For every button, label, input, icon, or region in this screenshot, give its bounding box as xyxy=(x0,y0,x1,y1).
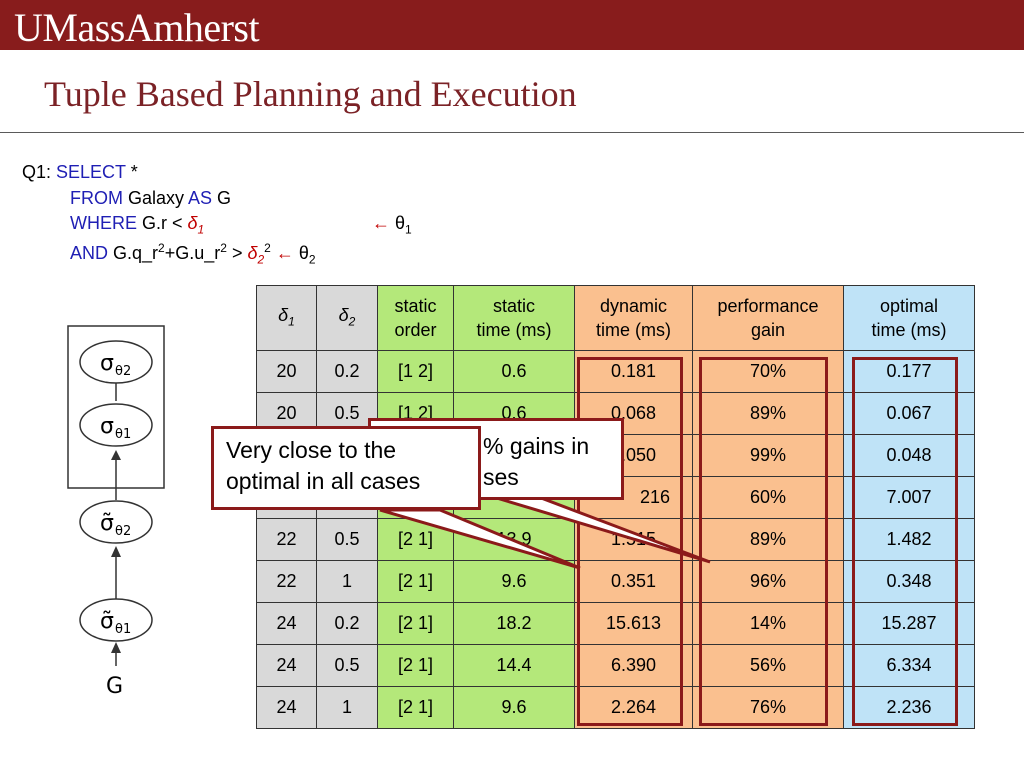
cell-performance-gain: 96% xyxy=(692,560,844,603)
cell-dynamic-time: 0.351 xyxy=(574,560,693,603)
cell-dynamic-time: 2.264 xyxy=(574,686,693,729)
dynamic-time-highlight xyxy=(577,357,683,726)
cell-performance-gain: 89% xyxy=(692,392,844,435)
header-optimal-time: optimal time (ms) xyxy=(843,285,975,351)
cell-delta2: 1 xyxy=(316,686,378,729)
header-performance-gain: performance gain xyxy=(692,285,844,351)
optimal-callout-pointer xyxy=(379,508,581,570)
delta2-variable: δ2 xyxy=(247,243,265,267)
header-delta2: δ2 xyxy=(316,285,378,351)
where-keyword: WHERE xyxy=(70,213,137,233)
header-static-time: static time (ms) xyxy=(453,285,575,351)
cell-performance-gain: 89% xyxy=(692,518,844,561)
cell-delta2: 1 xyxy=(316,560,378,603)
cell-performance-gain: 56% xyxy=(692,644,844,687)
select-columns: * xyxy=(125,162,138,182)
cell-dynamic-time: 6.390 xyxy=(574,644,693,687)
cell-delta1: 24 xyxy=(256,602,317,645)
cell-dynamic-time: 0.068 xyxy=(574,392,693,435)
cell-optimal-time: 0.048 xyxy=(843,434,975,477)
table-header-row: δ1 δ2 static order static time (ms) dynami… xyxy=(256,285,975,351)
svg-text:θ1: θ1 xyxy=(115,622,131,637)
slide-title: Tuple Based Planning and Execution xyxy=(44,74,577,114)
cell-performance-gain: 99% xyxy=(692,434,844,477)
table-row: 20 0.2 [1 2] 0.6 0.181 70% 0.177 xyxy=(256,350,975,393)
sigma-theta1-node xyxy=(79,403,153,447)
where-expression: G.r < xyxy=(137,213,188,233)
delta1-variable: δ1 xyxy=(187,213,205,237)
header-dynamic-time: dynamic time (ms) xyxy=(574,285,693,351)
optimal-callout: Very close to the optimal in all cases xyxy=(211,426,481,510)
source-g-label: G xyxy=(106,674,123,699)
table-alias: G xyxy=(212,188,232,208)
cell-optimal-time: 7.007 xyxy=(843,476,975,519)
cell-optimal-time: 2.236 xyxy=(843,686,975,729)
query-line-where: WHERE G.r < δ1 xyxy=(70,211,204,242)
cell-static-time: 14.4 xyxy=(453,644,575,687)
table-row: 22 1 [2 1] 9.6 0.351 96% 0.348 xyxy=(256,560,975,603)
cell-dynamic-time: 15.613 xyxy=(574,602,693,645)
svg-text:θ2: θ2 xyxy=(115,364,131,379)
node-label: σ xyxy=(100,351,114,376)
cell-static-time: 9.6 xyxy=(453,560,575,603)
cell-optimal-time: 6.334 xyxy=(843,644,975,687)
operator-plan-diagram: σ θ2 σ θ1 σ̃ θ2 σ̃ θ1 G xyxy=(67,325,165,699)
optimal-time-highlight xyxy=(852,357,958,726)
query-line-and: AND G.q_r2+G.u_r2 > δ22 ← θ2 xyxy=(70,241,316,267)
theta2-arrow: ← xyxy=(275,243,294,263)
cell-static-order: [2 1] xyxy=(377,560,454,603)
svg-text:σ̃: σ̃ xyxy=(100,511,114,536)
cell-static-order: [2 1] xyxy=(377,686,454,729)
arrow-head-icon xyxy=(111,450,121,460)
cell-delta1: 24 xyxy=(256,644,317,687)
table-row: 24 0.2 [2 1] 18.2 15.613 14% 15.287 xyxy=(256,602,975,645)
query-label: Q1: xyxy=(22,162,52,182)
cell-static-order: [2 1] xyxy=(377,602,454,645)
cell-static-time: 18.2 xyxy=(453,602,575,645)
from-keyword: FROM xyxy=(70,188,123,208)
svg-text:σ̃: σ̃ xyxy=(100,609,114,634)
as-keyword: AS xyxy=(188,188,213,208)
gains-callout-pointer xyxy=(469,488,711,564)
cell-delta2: 0.2 xyxy=(316,350,378,393)
and-keyword: AND xyxy=(70,243,109,263)
arrow-head-icon xyxy=(111,642,121,653)
cell-optimal-time: 1.482 xyxy=(843,518,975,561)
table-row: 24 1 [2 1] 9.6 2.264 76% 2.236 xyxy=(256,686,975,729)
svg-text:θ1: θ1 xyxy=(115,427,131,442)
sigma-tilde-theta1-node xyxy=(79,598,153,642)
cell-performance-gain: 60% xyxy=(692,476,844,519)
arrow-head-icon xyxy=(111,546,121,557)
cell-optimal-time: 15.287 xyxy=(843,602,975,645)
cell-static-order: [2 1] xyxy=(377,518,454,561)
header-static-order: static order xyxy=(377,285,454,351)
table-row: 24 0.5 [2 1] 14.4 6.390 56% 6.334 xyxy=(256,644,975,687)
from-table: Galaxy xyxy=(123,188,189,208)
select-keyword: SELECT xyxy=(56,162,126,182)
query-line-from: FROM Galaxy AS G xyxy=(70,186,231,210)
title-divider xyxy=(0,132,1024,133)
cell-delta2: 0.5 xyxy=(316,518,378,561)
sigma-tilde-theta2-node xyxy=(79,500,153,544)
performance-gain-highlight xyxy=(699,357,828,726)
cell-performance-gain: 14% xyxy=(692,602,844,645)
cell-delta1: 22 xyxy=(256,560,317,603)
cell-delta1: 24 xyxy=(256,686,317,729)
svg-text:σ: σ xyxy=(100,414,114,439)
cell-delta2: 0.2 xyxy=(316,602,378,645)
header-banner: UMassAmherst xyxy=(0,0,1024,50)
cell-delta1: 22 xyxy=(256,518,317,561)
umass-amherst-logo: UMassAmherst xyxy=(14,5,260,50)
theta1-annotation: ← θ1 xyxy=(372,213,412,237)
svg-text:θ2: θ2 xyxy=(115,524,131,539)
query-line-select: Q1: SELECT * xyxy=(22,160,138,184)
cell-performance-gain: 76% xyxy=(692,686,844,729)
cell-static-order: [2 1] xyxy=(377,644,454,687)
